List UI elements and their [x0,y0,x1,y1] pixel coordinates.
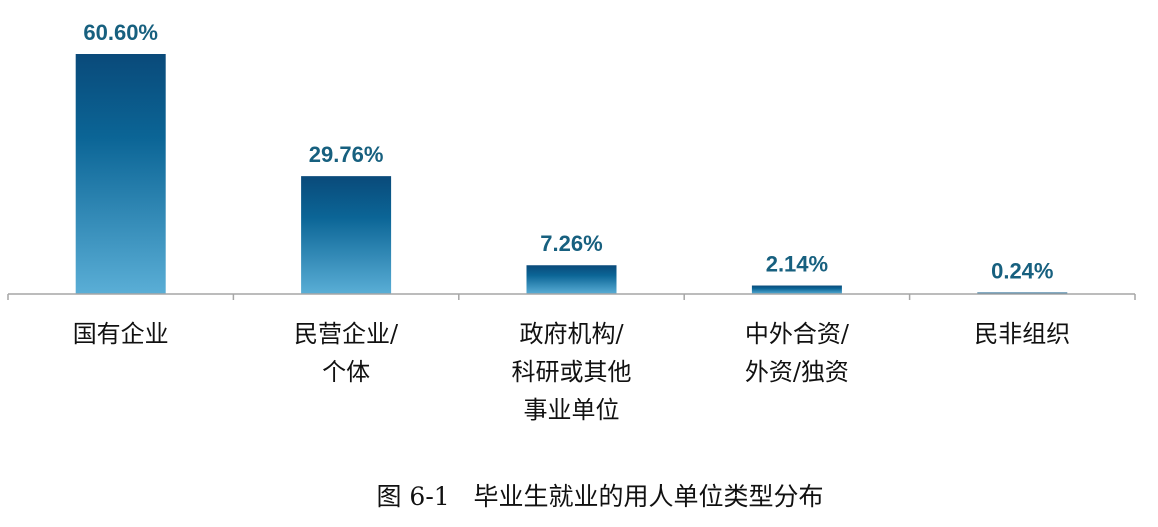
category-label: 中外合资/ [745,320,850,348]
bar [75,54,166,294]
bar [301,176,392,294]
category-label: 国有企业 [73,320,169,348]
category-label: 个体 [322,358,370,386]
category-label: 民非组织 [974,320,1070,348]
data-label: 60.60% [83,20,158,45]
data-label: 2.14% [766,252,828,277]
category-label: 事业单位 [524,396,620,424]
data-label: 7.26% [540,231,602,256]
data-label: 29.76% [309,142,384,167]
figure-caption: 图 6-1 毕业生就业的用人单位类型分布 [376,482,823,511]
category-label: 科研或其他 [512,358,632,386]
bar [751,285,842,294]
data-label: 0.24% [991,259,1053,284]
category-label: 外资/独资 [745,358,849,386]
bar [526,265,617,294]
category-label: 政府机构/ [519,320,624,348]
category-label: 民营企业/ [294,320,399,348]
